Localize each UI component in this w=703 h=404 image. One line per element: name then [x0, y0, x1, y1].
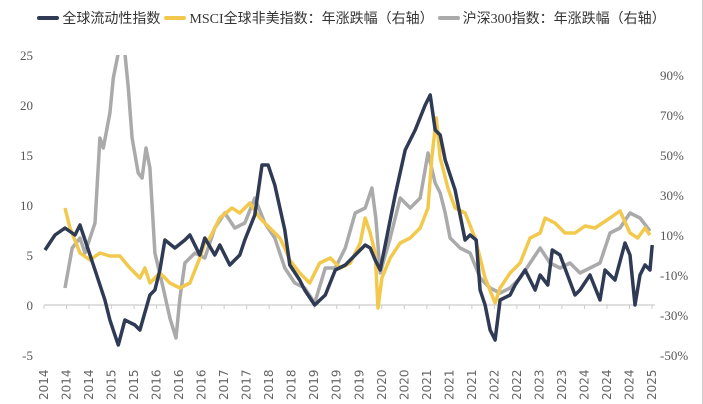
y-right-tick-label: 10% [660, 228, 684, 243]
x-tick-label: 2019 [330, 369, 344, 400]
x-tick-label: 2024 [600, 369, 614, 400]
legend-item-msci[interactable]: MSCI全球非美指数：年涨跌幅（右轴） [164, 8, 434, 28]
series-line-1 [63, 116, 652, 310]
y-right-tick-label: -50% [660, 348, 688, 363]
y-right-tick-label: 50% [660, 148, 684, 163]
y-left-tick-label: 5 [27, 248, 34, 263]
x-tick-label: 2014 [60, 369, 74, 400]
y-right-tick-label: 90% [660, 68, 684, 83]
x-tick-label: 2019 [352, 369, 366, 400]
legend: 全球流动性指数 MSCI全球非美指数：年涨跌幅（右轴） 沪深300指数：年涨跌幅… [0, 8, 703, 28]
x-tick-label: 2018 [262, 369, 276, 400]
legend-label: MSCI全球非美指数：年涨跌幅（右轴） [189, 12, 434, 27]
x-tick-label: 2022 [510, 369, 524, 400]
x-tick-label: 2015 [127, 369, 141, 400]
series-line-2 [63, 55, 652, 340]
x-tick-label: 2017 [240, 369, 254, 400]
x-tick-label: 2021 [420, 369, 434, 400]
legend-label: 沪深300指数：年涨跌幅（右轴） [462, 12, 666, 27]
y-left-tick-label: -5 [22, 348, 33, 363]
y-right-tick-label: 70% [660, 108, 684, 123]
x-tick-label: 2024 [577, 369, 591, 400]
x-tick-label: 2014 [82, 369, 96, 400]
x-tick-label: 2022 [487, 369, 501, 400]
legend-label: 全球流动性指数 [62, 12, 161, 27]
x-tick-label: 2025 [645, 369, 659, 400]
y-right-tick-label: -30% [660, 308, 688, 323]
x-tick-label: 2023 [555, 369, 569, 400]
y-right-tick-label: 30% [660, 188, 684, 203]
x-tick-label: 2024 [622, 369, 636, 400]
x-tick-label: 2020 [397, 369, 411, 400]
y-left-tick-label: 20 [20, 98, 33, 113]
x-tick-label: 2020 [375, 369, 389, 400]
x-tick-label: 2016 [195, 369, 209, 400]
x-tick-label: 2019 [307, 369, 321, 400]
legend-swatch-gray [437, 16, 460, 20]
x-tick-label: 2016 [150, 369, 164, 400]
legend-swatch-dark [37, 16, 60, 20]
x-tick-label: 2023 [532, 369, 546, 400]
y-right-tick-label: -10% [660, 268, 688, 283]
x-tick-label: 2016 [172, 369, 186, 400]
x-tick-label: 2017 [217, 369, 231, 400]
y-left-tick-label: 25 [20, 48, 33, 63]
x-tick-label: 2018 [285, 369, 299, 400]
legend-item-csi300[interactable]: 沪深300指数：年涨跌幅（右轴） [437, 8, 666, 28]
x-tick-label: 2015 [105, 369, 119, 400]
x-tick-label: 2014 [37, 369, 51, 400]
y-left-tick-label: 10 [20, 198, 33, 213]
y-left-tick-label: 0 [27, 298, 34, 313]
series-line-0 [43, 93, 654, 347]
legend-swatch-gold [164, 16, 187, 20]
x-tick-label: 2021 [465, 369, 479, 400]
y-left-tick-label: 15 [20, 148, 33, 163]
x-tick-label: 2021 [442, 369, 456, 400]
legend-item-global-liquidity[interactable]: 全球流动性指数 [37, 8, 160, 28]
